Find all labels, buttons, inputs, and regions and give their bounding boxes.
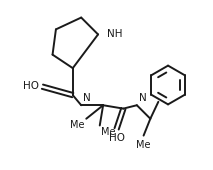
Text: N: N: [83, 93, 91, 103]
Text: NH: NH: [107, 29, 123, 39]
Text: HO: HO: [23, 81, 39, 91]
Text: HO: HO: [109, 133, 125, 143]
Text: Me: Me: [101, 127, 116, 137]
Text: Me: Me: [70, 120, 85, 130]
Text: Me: Me: [135, 140, 150, 150]
Text: N: N: [138, 93, 146, 103]
